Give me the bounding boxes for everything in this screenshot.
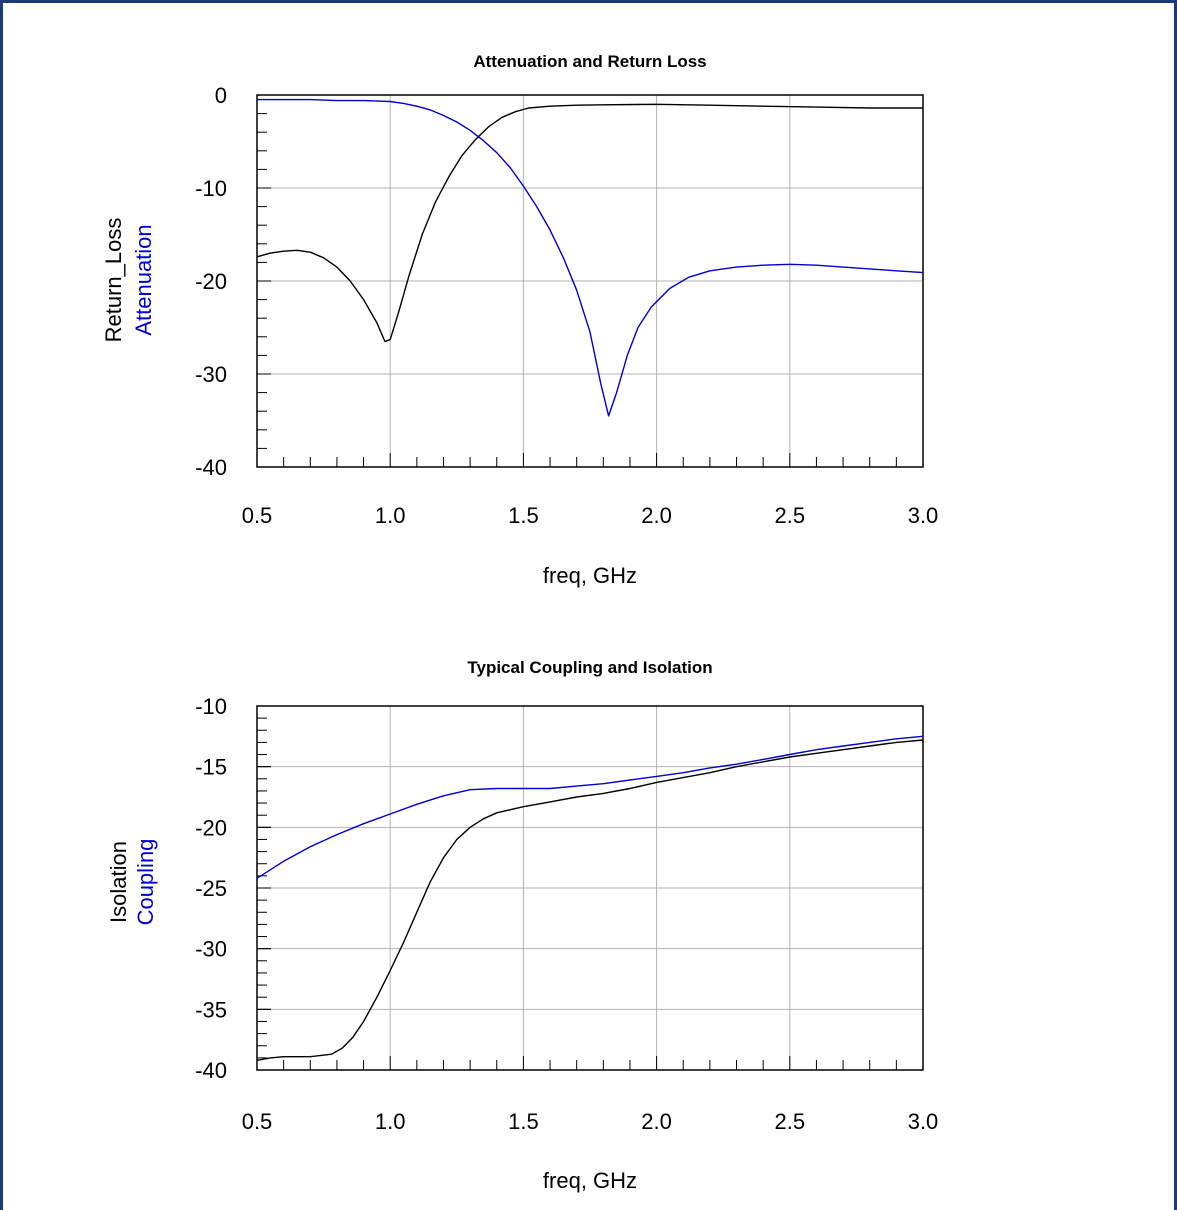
x-tick-label: 2.5 [775,1109,806,1134]
y-tick-label: -15 [195,755,227,780]
chart-title: Typical Coupling and Isolation [467,658,712,677]
x-axis-label: freq, GHz [543,1168,637,1193]
y-axis-label-black: Return_Loss [101,218,126,343]
series-line-isolation [256,739,924,1061]
y-tick-label: -20 [195,269,227,294]
y-tick-label: -20 [195,815,227,840]
coupling-isolation-chart: Typical Coupling and Isolation 0.5 1.0 1.5 2… [106,658,939,1193]
y-tick-label: -40 [195,455,227,480]
y-axis-label-blue: Attenuation [131,224,156,335]
y-tick-label: 0 [215,83,227,108]
x-tick-label: 0.5 [242,503,273,528]
y-tick-label: -25 [195,876,227,901]
x-tick-label: 2.5 [775,503,806,528]
attenuation-return-loss-chart: Attenuation and Return Loss 0.5 1.0 1.5 2.0 2… [101,52,939,588]
x-tick-label: 0.5 [242,1109,273,1134]
x-tick-label: 3.0 [908,503,939,528]
x-tick-label: 2.0 [641,503,672,528]
series-line-coupling [256,735,924,879]
series-line-return-loss [256,103,923,343]
x-tick-label: 1.5 [508,503,539,528]
series-line-attenuation [257,98,924,417]
y-tick-label: -40 [195,1058,227,1083]
y-tick-label: -30 [195,937,227,962]
x-tick-label: 1.0 [375,503,406,528]
y-tick-label: -35 [195,997,227,1022]
y-tick-label: -10 [195,694,227,719]
chart-title: Attenuation and Return Loss [473,52,706,71]
y-tick-label: -30 [195,362,227,387]
x-tick-label: 2.0 [641,1109,672,1134]
y-tick-label: -10 [195,176,227,201]
x-tick-label: 1.0 [375,1109,406,1134]
x-tick-label: 1.5 [508,1109,539,1134]
x-axis-label: freq, GHz [543,563,637,588]
y-axis-label-blue: Coupling [133,839,158,926]
x-tick-label: 3.0 [908,1109,939,1134]
y-axis-label-black: Isolation [106,841,131,923]
